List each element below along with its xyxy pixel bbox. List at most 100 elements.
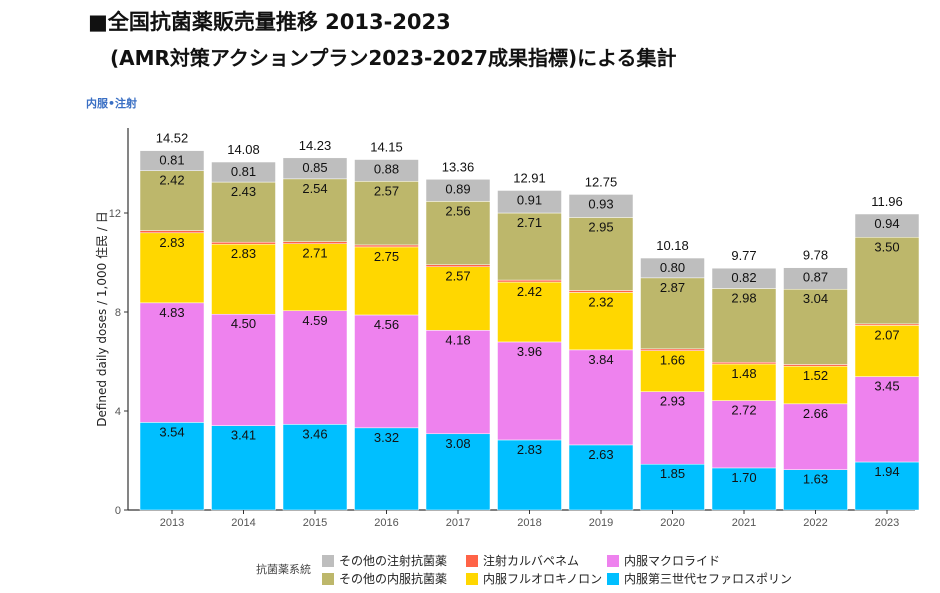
bar-segment	[854, 237, 920, 325]
bar-segment	[425, 179, 491, 202]
x-tick-label: 2022	[803, 517, 827, 529]
data-label: 2.83	[231, 246, 256, 261]
data-label: 1.63	[803, 472, 828, 487]
data-label: 2.75	[374, 249, 399, 264]
bar-segment	[139, 302, 205, 423]
bar-segment	[139, 230, 205, 234]
data-label: 1.94	[874, 464, 899, 479]
data-label: 1.52	[803, 368, 828, 383]
bar-segment	[282, 178, 348, 242]
data-label: 1.70	[731, 470, 756, 485]
bar-segment	[711, 288, 777, 363]
bar-segment	[854, 325, 920, 377]
x-tick-label: 2015	[303, 517, 327, 529]
bar-segment	[640, 463, 705, 511]
data-label: 3.08	[445, 436, 470, 451]
data-label: 2.66	[803, 406, 828, 421]
data-label: 0.88	[374, 162, 399, 177]
legend-item: その他の内服抗菌薬	[322, 570, 447, 587]
bar-segment	[425, 264, 491, 267]
data-label: 0.80	[660, 260, 685, 275]
legend-title: 抗菌薬系統	[256, 563, 311, 576]
data-label: 3.96	[517, 344, 542, 359]
bar-segment	[568, 290, 634, 293]
bar-segment	[783, 469, 848, 511]
bar-segment	[282, 310, 348, 425]
bar-segment	[282, 424, 348, 511]
bar-segment	[711, 400, 777, 469]
data-label: 4.83	[159, 305, 184, 320]
data-label: 4.50	[231, 316, 256, 331]
data-label: 0.81	[159, 153, 184, 168]
data-label: 3.50	[874, 239, 899, 254]
data-label: 0.91	[517, 192, 542, 207]
total-label: 10.18	[656, 238, 689, 253]
bar-segment	[425, 201, 491, 265]
data-label: 0.93	[588, 196, 613, 211]
total-label: 12.91	[513, 170, 546, 185]
legend-label: 内服フルオロキノロン	[483, 572, 603, 586]
data-label: 2.32	[588, 294, 613, 309]
bar-segment	[497, 279, 562, 283]
total-label: 11.96	[871, 194, 903, 209]
legend-item: 内服マクロライド	[607, 552, 720, 569]
legend-label: 内服第三世代セファロスポリン	[624, 572, 793, 586]
total-label: 12.75	[585, 174, 618, 189]
y-axis-label: Defined daily doses / 1,000 住民 / 日	[95, 211, 109, 427]
x-tick-label: 2017	[446, 517, 470, 529]
x-tick-label: 2018	[517, 517, 541, 529]
bar-segment	[354, 181, 419, 246]
total-label: 14.15	[370, 140, 403, 155]
bar-segment	[425, 330, 491, 435]
bar-segment	[282, 241, 348, 244]
bar-segment	[497, 190, 562, 214]
legend-swatch	[466, 572, 478, 585]
data-label: 0.81	[231, 164, 256, 179]
bar-segment	[711, 467, 777, 511]
data-label: 1.66	[660, 353, 685, 368]
bar-segment	[640, 391, 705, 465]
bar-segment	[282, 157, 348, 180]
x-tick-label: 2016	[374, 517, 398, 529]
data-label: 2.83	[159, 235, 184, 250]
bar-segment	[711, 361, 777, 365]
data-label: 2.71	[517, 215, 542, 230]
y-tick-label: 0	[115, 505, 121, 517]
data-label: 4.56	[374, 317, 399, 332]
x-tick-label: 2019	[589, 517, 613, 529]
bar-segment	[640, 350, 705, 392]
data-label: 3.41	[231, 428, 256, 443]
bar-segment	[568, 349, 634, 446]
x-tick-label: 2021	[732, 517, 756, 529]
data-label: 1.48	[731, 366, 756, 381]
legend-swatch	[607, 572, 619, 585]
bar-segment	[783, 267, 848, 290]
bar-segment	[211, 425, 276, 511]
bar-segment	[640, 277, 705, 350]
total-label: 14.23	[299, 138, 332, 153]
bar-segment	[568, 194, 634, 218]
data-label: 2.57	[445, 269, 470, 284]
bar-segment	[354, 246, 419, 316]
bar-segment	[711, 363, 777, 401]
data-label: 3.84	[588, 352, 613, 367]
data-label: 2.95	[588, 219, 613, 234]
bar-segment	[640, 348, 705, 351]
data-label: 3.04	[803, 291, 828, 306]
total-label: 9.77	[731, 248, 756, 263]
y-tick-label: 12	[109, 208, 121, 220]
data-label: 2.72	[731, 403, 756, 418]
legend-item: その他の注射抗菌薬	[322, 552, 447, 569]
legend-item: 注射カルバペネム	[466, 552, 579, 569]
bar-segment	[282, 243, 348, 312]
chart-subtitle: (AMR対策アクションプラン2023-2027成果指標)による集計	[110, 46, 677, 70]
legend-label: その他の注射抗菌薬	[339, 554, 448, 568]
bar-segment	[354, 244, 419, 248]
data-label: 2.07	[874, 327, 899, 342]
data-label: 0.94	[874, 216, 899, 231]
data-label: 0.89	[445, 181, 470, 196]
chart-title: ■全国抗菌薬販売量推移 2013-2023	[88, 10, 451, 34]
data-label: 2.42	[517, 284, 542, 299]
